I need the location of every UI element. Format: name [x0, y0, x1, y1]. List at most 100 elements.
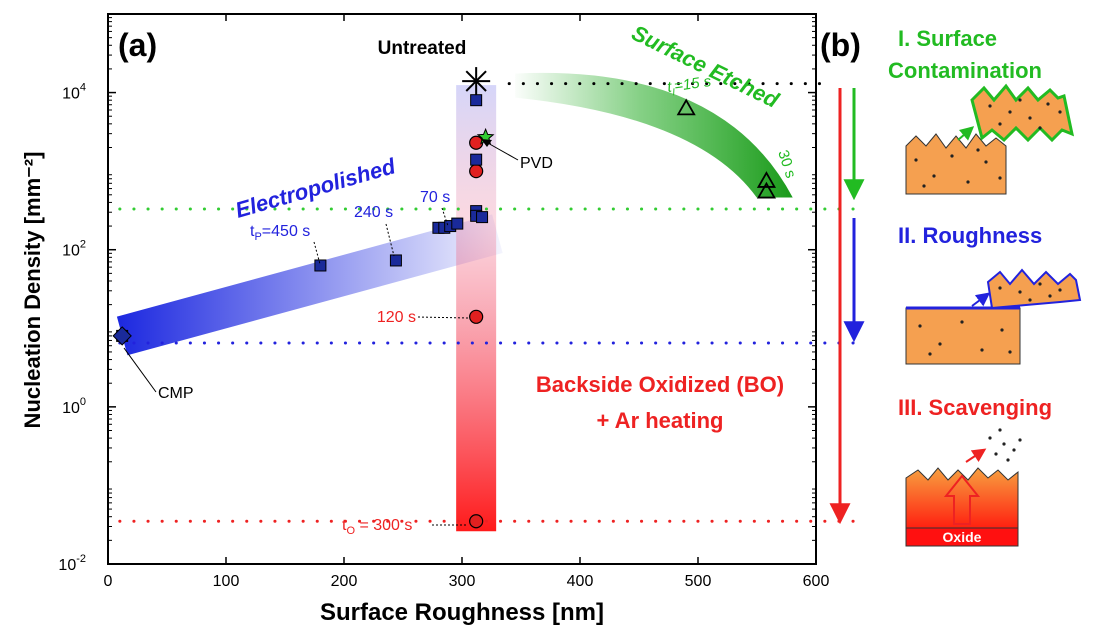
label-etch-15s: tI=15 s	[666, 73, 713, 99]
label-bo-line1: Backside Oxidized (BO)	[536, 372, 784, 397]
dots1-dot-15	[1018, 98, 1022, 102]
backside-oxidized-band	[456, 85, 497, 532]
y-tick-label-0: 10-2	[58, 553, 86, 574]
dots2-dot-8	[1018, 290, 1022, 294]
stage2-dots	[918, 282, 1062, 356]
pvd-leader	[485, 141, 519, 161]
bo-300s-sub: O	[346, 525, 355, 537]
dots2-dot-5	[1008, 350, 1012, 354]
stage3-title: III. Scavenging	[898, 395, 1052, 420]
dots2-dot-4	[1000, 328, 1004, 332]
dots2-dot-3	[980, 348, 984, 352]
stage3-dots	[988, 428, 1022, 462]
dots1-dot-2	[950, 154, 954, 158]
treatment-bands	[116, 72, 793, 532]
label-cmp: CMP	[158, 385, 194, 402]
dots1-dot-11	[1046, 102, 1050, 106]
panel-a-label: (a)	[118, 27, 157, 63]
x-tick-label-3: 300	[449, 573, 476, 590]
untreated_column-point-0	[470, 94, 483, 107]
dots1-dot-14	[1058, 110, 1062, 114]
dots2-dot-2	[960, 320, 964, 324]
dots1-dot-13	[1038, 126, 1042, 130]
cmp-point-0	[112, 326, 132, 346]
ep-240s-leader	[385, 223, 395, 257]
stage3-diffusion-arrow	[943, 474, 981, 525]
stage1-detach-arrow	[957, 126, 975, 141]
dots2-dot-9	[1038, 282, 1042, 286]
stage1-dots	[914, 98, 1062, 188]
dots2-dot-12	[1048, 294, 1052, 298]
dots3-dot-5	[1018, 438, 1022, 442]
y-tick-exp-1: 0	[80, 396, 86, 408]
stage3-oxide-layer	[905, 527, 1019, 547]
untreated-point-0-stroke-3	[465, 70, 487, 92]
label-ep-70s: 70 s	[420, 189, 450, 206]
electropolished-point-6	[451, 217, 464, 230]
etch-15s-t: t	[666, 78, 673, 96]
bo-300s-t: t	[342, 517, 347, 534]
backside_oxidized-point-3	[469, 514, 484, 529]
x-tick-label-5: 500	[685, 573, 712, 590]
panel-b: (b) I. Surface Contamination II. Roughne…	[820, 26, 1082, 547]
x-tick-label-2: 200	[331, 573, 358, 590]
stage3-illustration: Oxide	[905, 428, 1022, 547]
y-tick-exp-3: 4	[80, 82, 86, 94]
dots1-dot-9	[1008, 110, 1012, 114]
label-ep-240s: 240 s	[354, 204, 393, 221]
y-axis-label: Nucleation Density [mm⁻²]	[20, 152, 45, 429]
dots1-dot-4	[984, 160, 988, 164]
untreated_column-point-4	[476, 211, 489, 224]
stage3-escape-arrow	[965, 448, 987, 463]
dots2-dot-1	[938, 342, 942, 346]
dots3-dot-4	[1006, 458, 1010, 462]
stage1-substrate	[905, 133, 1007, 195]
dots3-dot-0	[988, 436, 992, 440]
backside_oxidized-point-2	[469, 309, 484, 324]
dots2-dot-6	[928, 352, 932, 356]
stage2-detach-arrow	[971, 292, 991, 307]
dots2-dot-11	[1028, 298, 1032, 302]
stage1-flake	[970, 83, 1075, 143]
panel-b-label: (b)	[820, 27, 861, 63]
surface_etched-point-1	[756, 171, 776, 188]
etch-15s-sub: I	[672, 87, 677, 98]
x-axis-label: Surface Roughness [nm]	[320, 599, 604, 626]
dots3-dot-3	[1012, 448, 1016, 452]
dots1-dot-5	[998, 176, 1002, 180]
dots3-dot-6	[998, 428, 1002, 432]
electropolished-point-2	[389, 254, 402, 267]
dots3-dot-1	[1002, 442, 1006, 446]
dots2-dot-10	[1058, 288, 1062, 292]
label-untreated: Untreated	[378, 38, 467, 59]
surface_etched-point-0	[676, 98, 696, 116]
bo-120s-leader	[417, 316, 469, 319]
stage1-title-line1: I. Surface	[898, 26, 997, 51]
label-bo-120s: 120 s	[377, 309, 416, 326]
y-tick-exp-2: 2	[80, 239, 86, 251]
y-tick-base-1: 10	[62, 400, 80, 417]
dots2-dot-7	[998, 286, 1002, 290]
stage1-illustration	[905, 83, 1075, 195]
dots1-dot-8	[988, 104, 992, 108]
label-ep-450s: tP=450 s	[250, 223, 310, 243]
stage2-flake	[986, 268, 1082, 310]
surface-etched-band	[515, 72, 793, 198]
label-bo-line2: + Ar heating	[597, 408, 724, 433]
pvd-leader-head	[481, 139, 492, 147]
dots1-dot-1	[932, 174, 936, 178]
y-tick-exp-0: -2	[76, 553, 86, 565]
cmp-leader	[123, 347, 157, 393]
label-bo-300s: tO = 300 s	[342, 517, 412, 537]
y-tick-label-1: 100	[62, 396, 86, 417]
dots1-dot-7	[976, 148, 980, 152]
stage1-title-line2: Contamination	[888, 58, 1042, 83]
x-tick-label-6: 600	[803, 573, 830, 590]
etch-15s-value: =15 s	[673, 73, 713, 95]
y-tick-base-0: 10	[58, 557, 76, 574]
dots1-dot-3	[966, 180, 970, 184]
data-markers	[112, 67, 776, 529]
